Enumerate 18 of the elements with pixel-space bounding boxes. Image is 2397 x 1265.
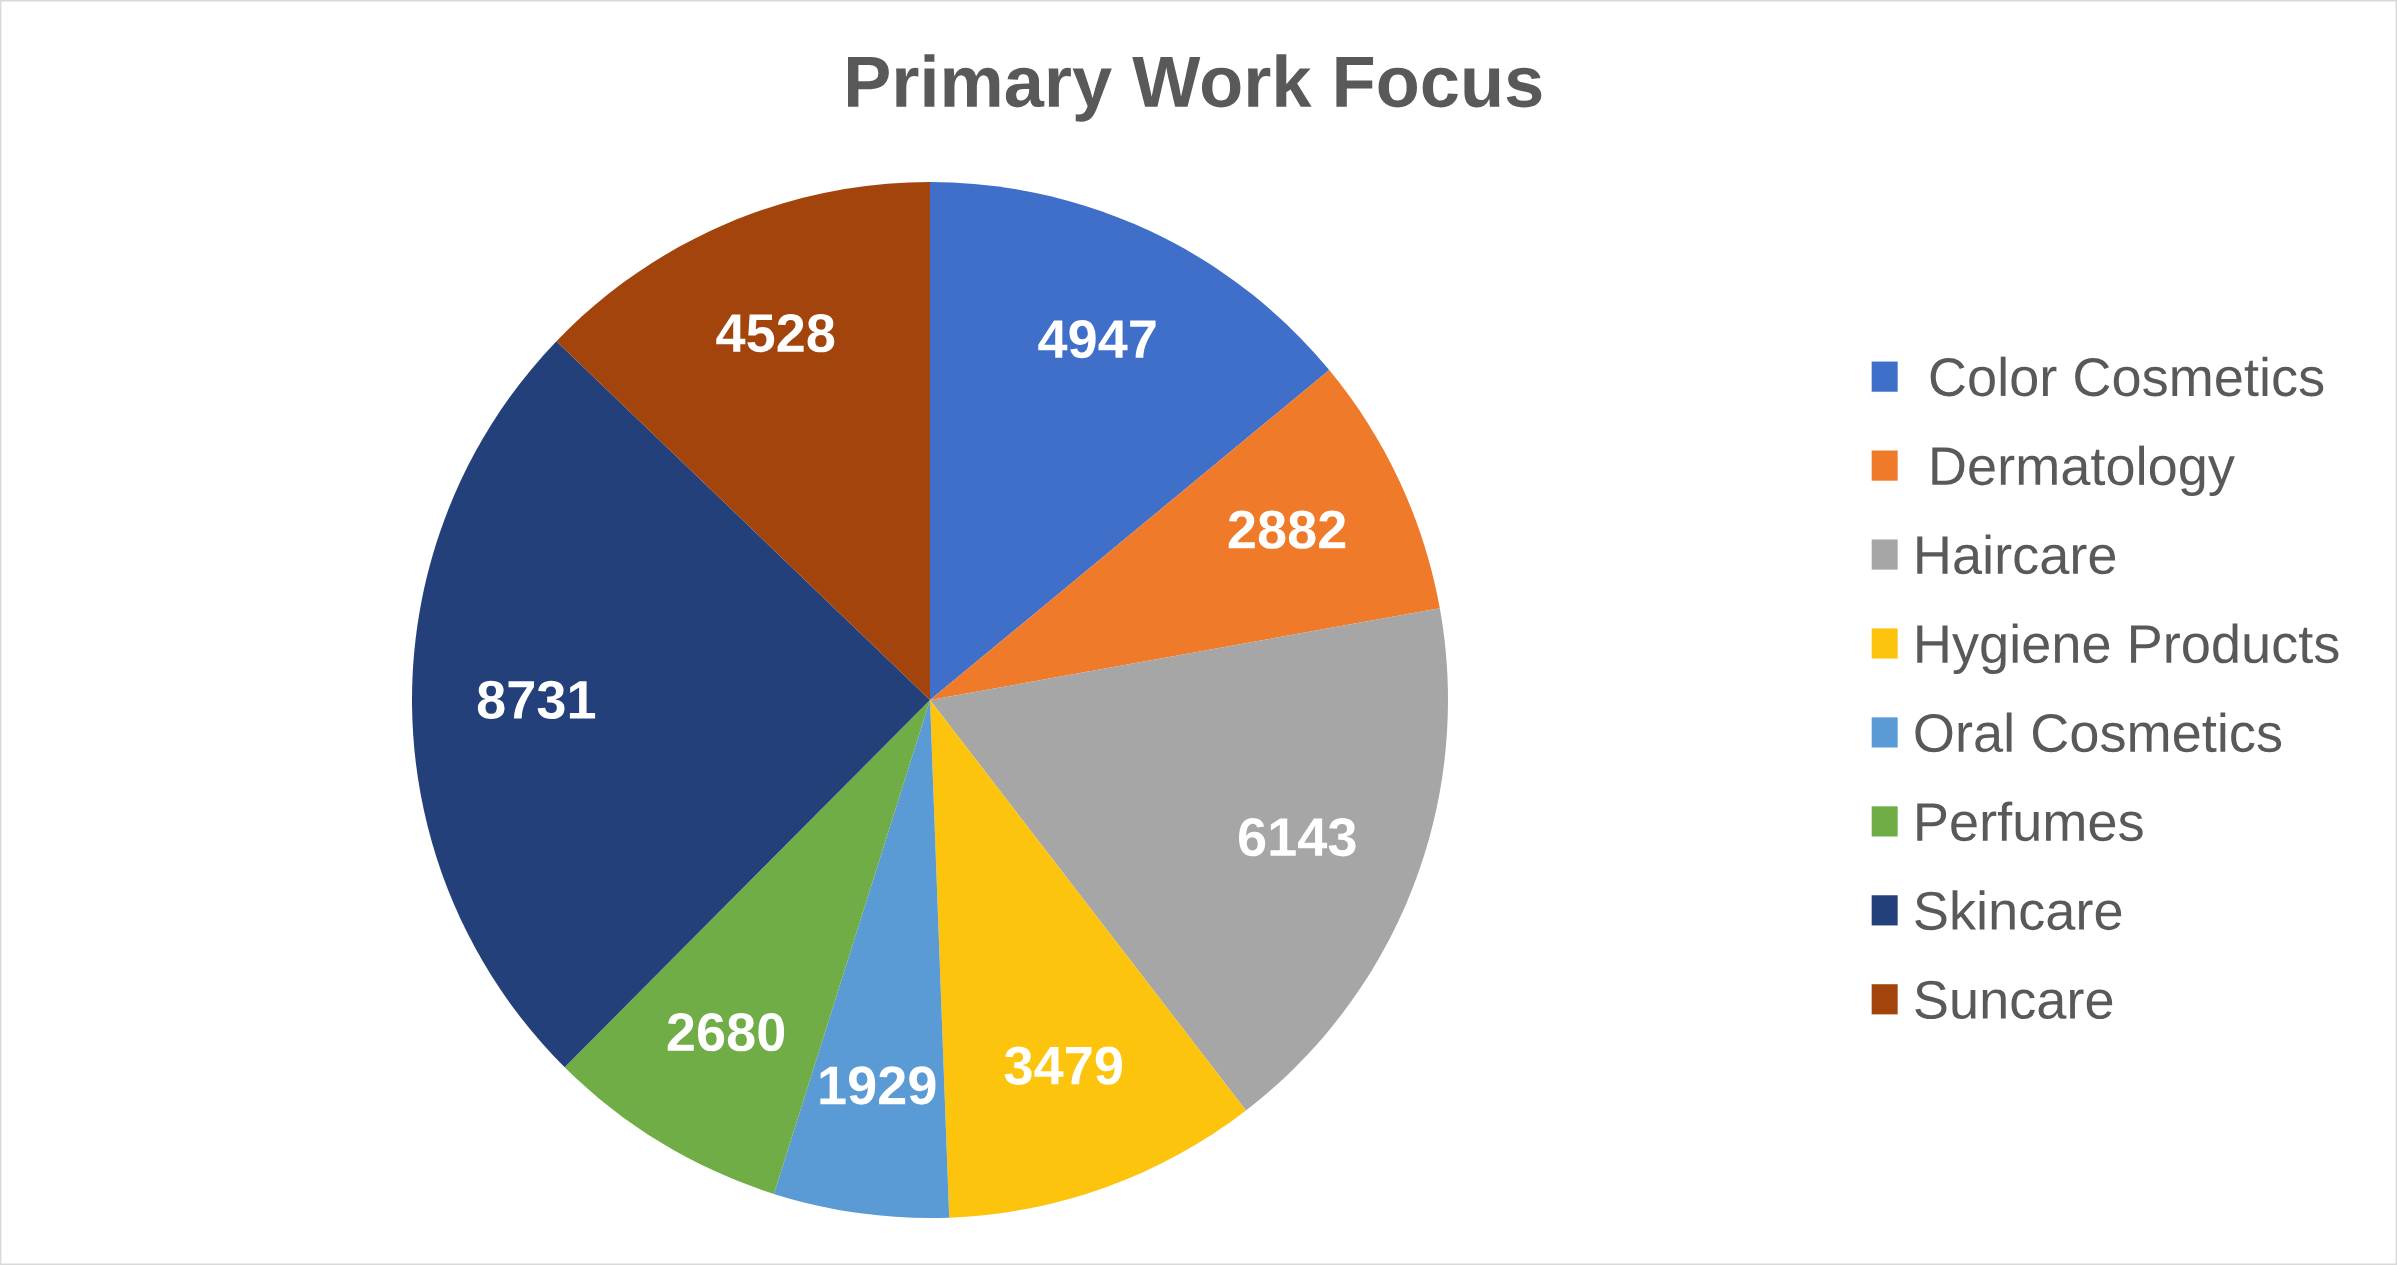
legend-label: Dermatology bbox=[1932, 445, 2235, 497]
chart-title: Primary Work Focus bbox=[847, 54, 1542, 122]
data-label: 6143 bbox=[1239, 817, 1356, 857]
pie-slice bbox=[930, 369, 1440, 700]
data-label: 2882 bbox=[1228, 510, 1346, 549]
data-label: 2680 bbox=[667, 1012, 785, 1052]
data-label: 4947 bbox=[1038, 320, 1156, 359]
legend-label: Hygiene Products bbox=[1917, 623, 2339, 674]
legend-label: Suncare bbox=[1915, 980, 2113, 1020]
data-label: 4528 bbox=[716, 314, 835, 353]
data-label: 1929 bbox=[820, 1066, 936, 1105]
data-label: 3479 bbox=[1004, 1046, 1122, 1085]
legend-label: Perfumes bbox=[1917, 801, 2143, 842]
legend-label: Oral Cosmetics bbox=[1915, 712, 2282, 753]
legend-label: Skincare bbox=[1915, 890, 2122, 931]
legend-label: Color Cosmetics bbox=[1930, 356, 2324, 397]
data-label: 8731 bbox=[477, 680, 596, 720]
legend-label: Haircare bbox=[1917, 534, 2116, 575]
